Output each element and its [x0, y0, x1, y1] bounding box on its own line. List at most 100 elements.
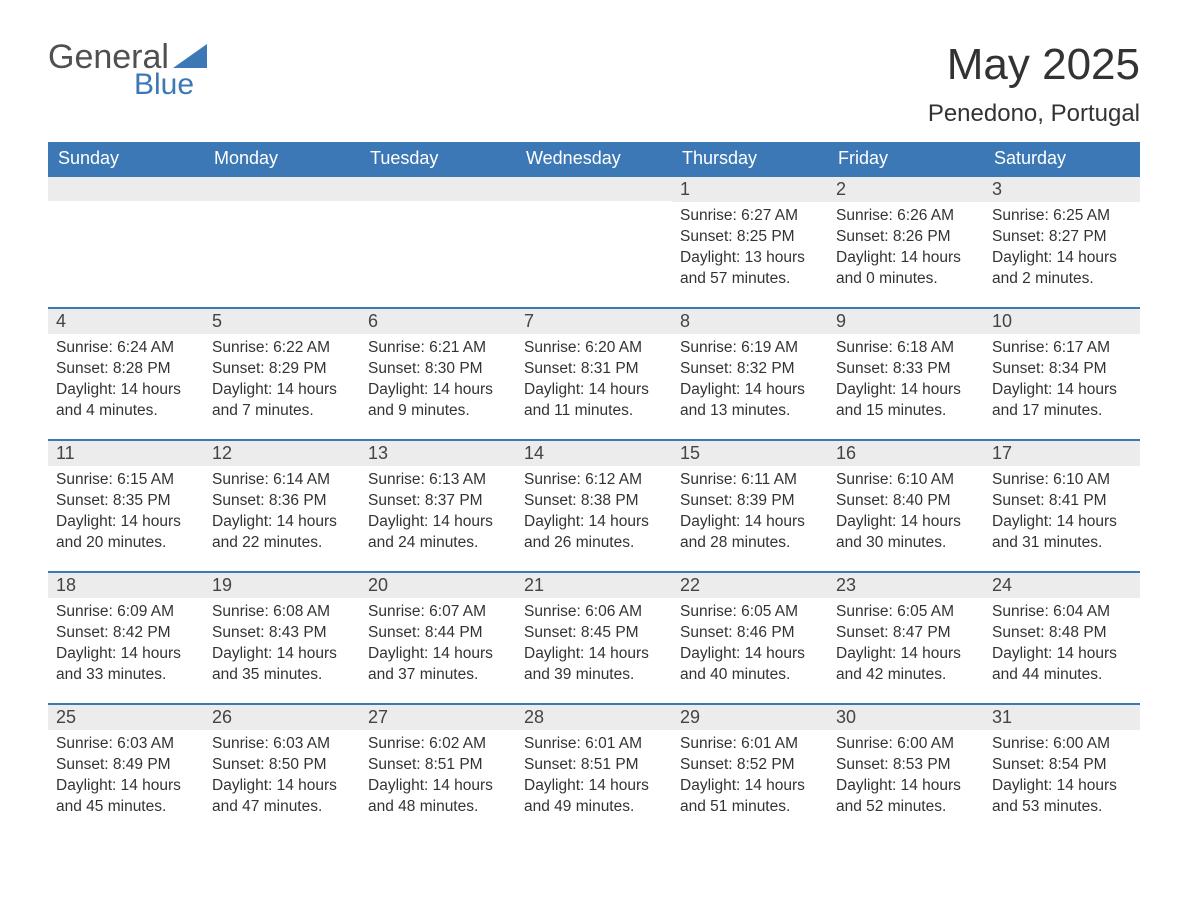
day-number-bar: 2: [828, 175, 984, 202]
day-number-bar: 14: [516, 439, 672, 466]
daylight-line: Daylight: 14 hours and 40 minutes.: [680, 644, 820, 686]
day-details: Sunrise: 6:17 AMSunset: 8:34 PMDaylight:…: [984, 334, 1140, 432]
calendar-day-cell: 25Sunrise: 6:03 AMSunset: 8:49 PMDayligh…: [48, 703, 204, 835]
sunrise-line: Sunrise: 6:27 AM: [680, 206, 820, 227]
sunset-line: Sunset: 8:48 PM: [992, 623, 1132, 644]
daylight-line: Daylight: 14 hours and 39 minutes.: [524, 644, 664, 686]
sunrise-line: Sunrise: 6:25 AM: [992, 206, 1132, 227]
day-number-bar: 1: [672, 175, 828, 202]
day-number-bar: 3: [984, 175, 1140, 202]
day-number-bar: 7: [516, 307, 672, 334]
sunrise-line: Sunrise: 6:21 AM: [368, 338, 508, 359]
sunrise-line: Sunrise: 6:08 AM: [212, 602, 352, 623]
calendar-day-cell: 13Sunrise: 6:13 AMSunset: 8:37 PMDayligh…: [360, 439, 516, 571]
day-number-bar: 9: [828, 307, 984, 334]
day-details: Sunrise: 6:26 AMSunset: 8:26 PMDaylight:…: [828, 202, 984, 300]
sunset-line: Sunset: 8:38 PM: [524, 491, 664, 512]
calendar-week-row: 1Sunrise: 6:27 AMSunset: 8:25 PMDaylight…: [48, 175, 1140, 307]
daylight-line: Daylight: 14 hours and 13 minutes.: [680, 380, 820, 422]
day-number: 8: [680, 311, 690, 331]
day-details: Sunrise: 6:20 AMSunset: 8:31 PMDaylight:…: [516, 334, 672, 432]
calendar-week-row: 11Sunrise: 6:15 AMSunset: 8:35 PMDayligh…: [48, 439, 1140, 571]
sunset-line: Sunset: 8:26 PM: [836, 227, 976, 248]
calendar-day-cell: 1Sunrise: 6:27 AMSunset: 8:25 PMDaylight…: [672, 175, 828, 307]
day-details: Sunrise: 6:10 AMSunset: 8:40 PMDaylight:…: [828, 466, 984, 564]
day-details: Sunrise: 6:09 AMSunset: 8:42 PMDaylight:…: [48, 598, 204, 696]
day-number: 2: [836, 179, 846, 199]
calendar-week-row: 4Sunrise: 6:24 AMSunset: 8:28 PMDaylight…: [48, 307, 1140, 439]
day-number-bar: 19: [204, 571, 360, 598]
sunrise-line: Sunrise: 6:03 AM: [212, 734, 352, 755]
calendar-empty-cell: [48, 175, 204, 307]
day-number-bar: 10: [984, 307, 1140, 334]
sunrise-line: Sunrise: 6:09 AM: [56, 602, 196, 623]
sunset-line: Sunset: 8:51 PM: [368, 755, 508, 776]
day-number: 3: [992, 179, 1002, 199]
day-details: Sunrise: 6:04 AMSunset: 8:48 PMDaylight:…: [984, 598, 1140, 696]
day-details: Sunrise: 6:00 AMSunset: 8:54 PMDaylight:…: [984, 730, 1140, 828]
day-number-bar: 24: [984, 571, 1140, 598]
day-number: 17: [992, 443, 1012, 463]
sunrise-line: Sunrise: 6:12 AM: [524, 470, 664, 491]
daylight-line: Daylight: 14 hours and 42 minutes.: [836, 644, 976, 686]
day-number: 7: [524, 311, 534, 331]
sunset-line: Sunset: 8:46 PM: [680, 623, 820, 644]
weekday-header: Sunday: [48, 142, 204, 175]
calendar-day-cell: 16Sunrise: 6:10 AMSunset: 8:40 PMDayligh…: [828, 439, 984, 571]
calendar-day-cell: 4Sunrise: 6:24 AMSunset: 8:28 PMDaylight…: [48, 307, 204, 439]
day-number-bar: 25: [48, 703, 204, 730]
sunrise-line: Sunrise: 6:17 AM: [992, 338, 1132, 359]
calendar-week-row: 25Sunrise: 6:03 AMSunset: 8:49 PMDayligh…: [48, 703, 1140, 835]
day-number-bar: 5: [204, 307, 360, 334]
daylight-line: Daylight: 14 hours and 52 minutes.: [836, 776, 976, 818]
day-number-bar: 16: [828, 439, 984, 466]
title-block: May 2025 Penedono, Portugal: [928, 40, 1140, 136]
calendar-day-cell: 20Sunrise: 6:07 AMSunset: 8:44 PMDayligh…: [360, 571, 516, 703]
daylight-line: Daylight: 14 hours and 49 minutes.: [524, 776, 664, 818]
calendar-day-cell: 23Sunrise: 6:05 AMSunset: 8:47 PMDayligh…: [828, 571, 984, 703]
calendar-day-cell: 27Sunrise: 6:02 AMSunset: 8:51 PMDayligh…: [360, 703, 516, 835]
day-details: Sunrise: 6:12 AMSunset: 8:38 PMDaylight:…: [516, 466, 672, 564]
sunrise-line: Sunrise: 6:02 AM: [368, 734, 508, 755]
calendar-day-cell: 3Sunrise: 6:25 AMSunset: 8:27 PMDaylight…: [984, 175, 1140, 307]
empty-day-header: [48, 175, 204, 201]
day-number-bar: 6: [360, 307, 516, 334]
calendar-day-cell: 29Sunrise: 6:01 AMSunset: 8:52 PMDayligh…: [672, 703, 828, 835]
day-number-bar: 8: [672, 307, 828, 334]
calendar-day-cell: 31Sunrise: 6:00 AMSunset: 8:54 PMDayligh…: [984, 703, 1140, 835]
day-details: Sunrise: 6:03 AMSunset: 8:49 PMDaylight:…: [48, 730, 204, 828]
daylight-line: Daylight: 14 hours and 44 minutes.: [992, 644, 1132, 686]
day-details: Sunrise: 6:11 AMSunset: 8:39 PMDaylight:…: [672, 466, 828, 564]
day-number-bar: 18: [48, 571, 204, 598]
sunrise-line: Sunrise: 6:26 AM: [836, 206, 976, 227]
location-subtitle: Penedono, Portugal: [928, 100, 1140, 128]
daylight-line: Daylight: 14 hours and 51 minutes.: [680, 776, 820, 818]
day-number: 13: [368, 443, 388, 463]
sunrise-line: Sunrise: 6:15 AM: [56, 470, 196, 491]
day-number: 21: [524, 575, 544, 595]
calendar-day-cell: 8Sunrise: 6:19 AMSunset: 8:32 PMDaylight…: [672, 307, 828, 439]
calendar-body: 1Sunrise: 6:27 AMSunset: 8:25 PMDaylight…: [48, 175, 1140, 835]
sunrise-line: Sunrise: 6:19 AM: [680, 338, 820, 359]
daylight-line: Daylight: 14 hours and 48 minutes.: [368, 776, 508, 818]
sunrise-line: Sunrise: 6:14 AM: [212, 470, 352, 491]
brand-logo: General Blue: [48, 40, 207, 100]
daylight-line: Daylight: 14 hours and 9 minutes.: [368, 380, 508, 422]
sunrise-line: Sunrise: 6:10 AM: [836, 470, 976, 491]
day-number-bar: 23: [828, 571, 984, 598]
empty-day-header: [360, 175, 516, 201]
calendar-day-cell: 12Sunrise: 6:14 AMSunset: 8:36 PMDayligh…: [204, 439, 360, 571]
empty-day-header: [516, 175, 672, 201]
daylight-line: Daylight: 14 hours and 2 minutes.: [992, 248, 1132, 290]
day-number-bar: 13: [360, 439, 516, 466]
day-number: 9: [836, 311, 846, 331]
day-number-bar: 31: [984, 703, 1140, 730]
day-details: Sunrise: 6:10 AMSunset: 8:41 PMDaylight:…: [984, 466, 1140, 564]
sunrise-line: Sunrise: 6:24 AM: [56, 338, 196, 359]
daylight-line: Daylight: 14 hours and 0 minutes.: [836, 248, 976, 290]
day-number: 20: [368, 575, 388, 595]
weekday-header: Friday: [828, 142, 984, 175]
day-number: 23: [836, 575, 856, 595]
calendar-day-cell: 26Sunrise: 6:03 AMSunset: 8:50 PMDayligh…: [204, 703, 360, 835]
day-details: Sunrise: 6:00 AMSunset: 8:53 PMDaylight:…: [828, 730, 984, 828]
